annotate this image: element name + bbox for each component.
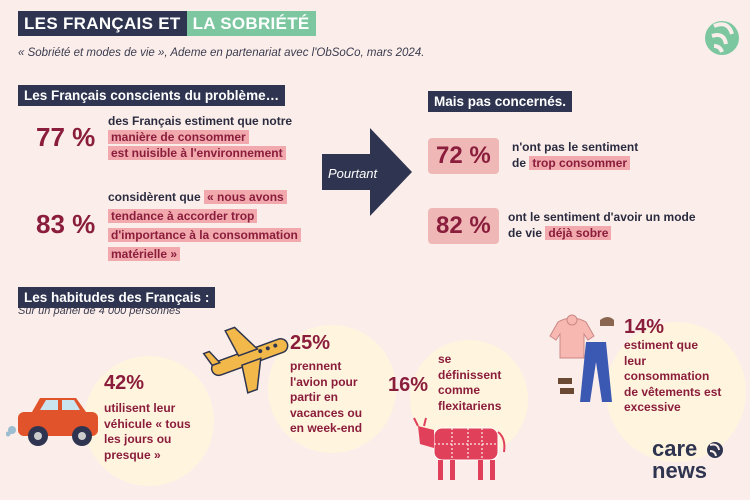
car-icon: [6, 398, 98, 446]
habit-car-line: presque »: [104, 447, 161, 462]
habit-cow-text: se définissent comme flexitariens: [438, 352, 501, 414]
stat-77-highlight-2: est nuisible à l'environnement: [108, 146, 286, 160]
habit-cow-line: flexitariens: [438, 398, 502, 413]
stat-77-text: des Français estiment que notre manière …: [108, 113, 328, 161]
clothes-icon: [549, 314, 614, 402]
right-section-header: Mais pas concernés.: [428, 91, 573, 112]
carenews-logo-icon: [705, 21, 739, 55]
stat-82-text: ont le sentiment d'avoir un mode de vie …: [508, 209, 738, 241]
brand-line-1: care: [652, 436, 698, 461]
left-section-header: Les Français conscients du problème…: [18, 85, 286, 106]
stat-72-line-1: n'ont pas le sentiment: [512, 140, 639, 154]
habit-car-pct: 42%: [104, 372, 145, 394]
habit-clothes-text: estiment que leur consommation de vêteme…: [624, 338, 721, 416]
page-title: LES FRANÇAIS ET LA SOBRIÉTÉ: [18, 11, 316, 36]
brand-logo: care news: [652, 438, 707, 482]
stat-72-highlight: trop consommer: [529, 156, 631, 170]
habit-clothes-pct: 14%: [624, 316, 665, 338]
stat-82-line-1: ont le sentiment d'avoir un mode: [508, 210, 696, 224]
title-part-1: LES FRANÇAIS ET: [18, 11, 187, 36]
stat-83-highlight-2: tendance à accorder trop: [108, 209, 258, 223]
habit-car-circle: [84, 356, 214, 486]
habit-clothes-line: excessive: [624, 400, 681, 414]
brand-mark-icon: [707, 442, 723, 458]
stat-83-highlight-3: d'importance à la consommation: [108, 228, 301, 242]
habit-cow-line: comme: [438, 383, 481, 397]
stat-83-highlight-4: matérielle »: [108, 247, 181, 261]
habits-panel-note: Sur un panel de 4 000 personnes: [18, 305, 181, 317]
habit-plane-line: vacances ou: [290, 405, 363, 420]
stat-83-plain: considèrent que: [108, 190, 201, 204]
habits-header: Les habitudes des Français :: [18, 287, 216, 308]
stat-82-value: 82 %: [428, 208, 499, 244]
habit-plane-line: l'avion pour: [290, 374, 358, 389]
habit-plane-circle: [268, 325, 396, 453]
stat-83-highlight-1: « nous avons: [204, 190, 287, 204]
habit-clothes-line: de vêtements est: [624, 384, 722, 399]
stat-83-text: considèrent que « nous avons tendance à …: [108, 188, 328, 264]
habit-cow-line: définissent: [438, 367, 502, 382]
habit-cow-line: se: [438, 352, 452, 366]
stat-72-value: 72 %: [428, 138, 499, 174]
habit-plane-text: prennent l'avion pour partir en vacances…: [290, 359, 362, 437]
subtitle-source: « Sobriété et modes de vie », Ademe en p…: [18, 47, 425, 59]
brand-line-2: news: [652, 458, 708, 483]
arrow-label: Pourtant: [328, 166, 378, 181]
habit-cow-pct: 16%: [388, 374, 429, 396]
habit-car-line: utilisent leur: [104, 401, 176, 415]
habit-plane-line: prennent: [290, 359, 342, 373]
stat-82-highlight: déjà sobre: [545, 226, 612, 240]
habit-clothes-circle: [606, 322, 746, 462]
habit-car-line: véhicule « tous: [104, 416, 191, 431]
stat-83-value: 83 %: [36, 209, 96, 239]
stat-77-value: 77 %: [36, 122, 96, 152]
habit-clothes-line: estiment que: [624, 338, 699, 352]
habit-car-text: utilisent leur véhicule « tous les jours…: [104, 401, 191, 463]
airplane-icon: [202, 326, 289, 394]
habit-clothes-line: consommation: [624, 369, 710, 383]
habit-plane-line: partir en: [290, 390, 339, 404]
stat-77-highlight-1: manière de consommer: [108, 130, 249, 144]
title-part-2: LA SOBRIÉTÉ: [186, 11, 316, 36]
habit-car-line: les jours ou: [104, 432, 172, 446]
habit-clothes-line: leur: [624, 353, 647, 368]
habit-plane-pct: 25%: [290, 332, 331, 354]
habit-plane-line: en week-end: [290, 421, 363, 435]
stat-72-plain-2: de: [512, 156, 527, 170]
stat-82-plain-2: de vie: [508, 226, 543, 240]
stat-72-text: n'ont pas le sentiment de trop consommer: [512, 139, 712, 171]
stat-77-line-1: des Français estiment que notre: [108, 114, 293, 128]
arrow-right-icon: [322, 128, 412, 216]
cow-icon: [413, 417, 506, 480]
